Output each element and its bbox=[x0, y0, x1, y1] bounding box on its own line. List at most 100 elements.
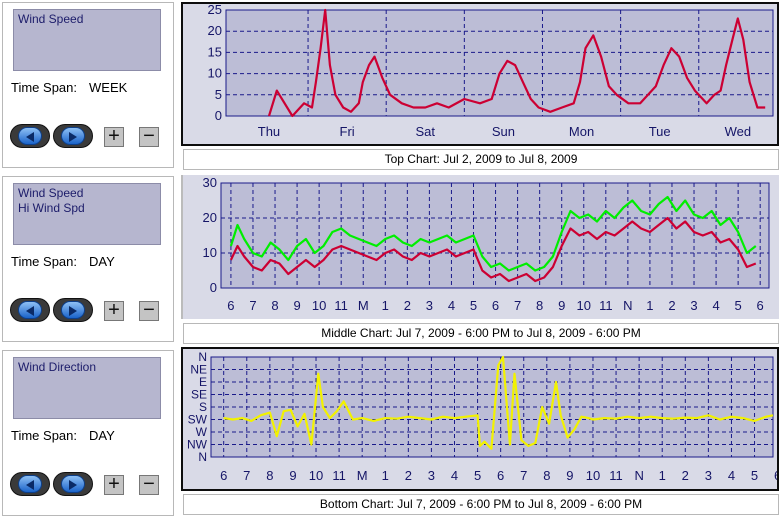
x-tick-label: 11 bbox=[599, 298, 613, 313]
x-tick-label: 11 bbox=[334, 298, 348, 313]
x-tick-label: 7 bbox=[249, 298, 256, 313]
x-tick-label: 3 bbox=[428, 468, 435, 483]
middle-legend: Wind Speed Hi Wind Spd bbox=[13, 183, 161, 245]
x-tick-label: 10 bbox=[586, 468, 600, 483]
x-tick-label: Thu bbox=[258, 124, 280, 139]
time-span: Time Span: DAY bbox=[11, 428, 115, 443]
y-tick-label: N bbox=[198, 450, 207, 464]
x-tick-label: 6 bbox=[774, 468, 777, 483]
zoom-out-button[interactable]: − bbox=[139, 474, 159, 495]
time-span-label: Time Span: bbox=[11, 254, 77, 269]
zoom-in-button[interactable]: + bbox=[104, 474, 124, 495]
plot-area bbox=[220, 182, 770, 289]
time-span-label: Time Span: bbox=[11, 80, 77, 95]
x-tick-label: 6 bbox=[757, 298, 764, 313]
bottom-chart[interactable]: N NW W SW S SE E NE N 6 7 8 9 10 11 M 1 2 3 4 5 6 7 8 9 10 11 N 1 2 3 4… bbox=[181, 347, 779, 491]
y-tick-label: 10 bbox=[208, 66, 222, 81]
x-tick-label: 4 bbox=[728, 468, 735, 483]
time-span-value[interactable]: DAY bbox=[89, 428, 115, 443]
y-tick-label: 20 bbox=[208, 23, 222, 38]
x-tick-label: 4 bbox=[451, 468, 458, 483]
y-tick-label: E bbox=[199, 375, 207, 389]
bottom-chart-caption: Bottom Chart: Jul 7, 2009 - 6:00 PM to J… bbox=[183, 494, 779, 515]
time-span-value[interactable]: WEEK bbox=[89, 80, 128, 95]
x-tick-label: 5 bbox=[470, 298, 477, 313]
left-arrow-icon bbox=[18, 475, 42, 493]
x-tick-label: 6 bbox=[497, 468, 504, 483]
x-tick-label: 2 bbox=[682, 468, 689, 483]
bottom-legend: Wind Direction bbox=[13, 357, 161, 419]
back-button[interactable] bbox=[10, 472, 50, 496]
zoom-out-button[interactable]: − bbox=[139, 126, 159, 147]
zoom-in-button[interactable]: + bbox=[104, 126, 124, 147]
legend-item: Wind Speed bbox=[18, 186, 84, 200]
zoom-out-button[interactable]: − bbox=[139, 300, 159, 321]
y-tick-label: 30 bbox=[203, 175, 217, 190]
x-tick-label: 3 bbox=[426, 298, 433, 313]
time-span-value[interactable]: DAY bbox=[89, 254, 115, 269]
y-tick-label: N bbox=[198, 350, 207, 364]
middle-panel-controls: Wind Speed Hi Wind Spd Time Span: DAY + − bbox=[2, 176, 174, 342]
y-tick-label: 20 bbox=[203, 210, 217, 225]
x-tick-label: 6 bbox=[492, 298, 499, 313]
forward-button[interactable] bbox=[53, 472, 93, 496]
back-button[interactable] bbox=[10, 124, 50, 148]
x-tick-label: 3 bbox=[705, 468, 712, 483]
legend-item: Hi Wind Spd bbox=[18, 201, 85, 215]
top-chart[interactable]: 0 5 10 15 20 25 Thu Fri Sat Sun Mon Tue Wed bbox=[181, 2, 779, 146]
top-legend: Wind Speed bbox=[13, 9, 161, 71]
x-tick-label: 2 bbox=[404, 298, 411, 313]
x-tick-label: 1 bbox=[646, 298, 653, 313]
y-tick-label: 25 bbox=[208, 4, 222, 17]
x-tick-label: Fri bbox=[340, 124, 355, 139]
series-line bbox=[267, 8, 766, 118]
x-tick-label: 1 bbox=[659, 468, 666, 483]
x-tick-label: 5 bbox=[751, 468, 758, 483]
x-tick-label: 3 bbox=[690, 298, 697, 313]
time-span-label: Time Span: bbox=[11, 428, 77, 443]
x-tick-label: M bbox=[358, 298, 369, 313]
y-tick-label: 10 bbox=[203, 245, 217, 260]
y-tick-label: 5 bbox=[215, 87, 222, 102]
y-tick-label: SE bbox=[191, 388, 207, 402]
legend-item: Wind Speed bbox=[18, 12, 84, 26]
y-tick-label: NW bbox=[187, 438, 208, 452]
x-tick-label: 9 bbox=[289, 468, 296, 483]
x-tick-label: 8 bbox=[271, 298, 278, 313]
x-tick-label: N bbox=[634, 468, 643, 483]
x-tick-label: 4 bbox=[712, 298, 719, 313]
bottom-panel-controls: Wind Direction Time Span: DAY + − bbox=[2, 350, 174, 516]
time-span: Time Span: DAY bbox=[11, 254, 115, 269]
middle-chart[interactable]: 0 10 20 30 6 7 8 9 10 11 M 1 2 3 4 5 6 7 8 9 10 11 N 1 2 3 4 5 6 bbox=[181, 175, 779, 319]
x-tick-label: 11 bbox=[609, 468, 623, 483]
x-tick-label: 2 bbox=[668, 298, 675, 313]
x-tick-label: M bbox=[357, 468, 368, 483]
y-tick-label: S bbox=[199, 400, 207, 414]
x-tick-label: 8 bbox=[536, 298, 543, 313]
time-span: Time Span: WEEK bbox=[11, 80, 127, 95]
zoom-in-button[interactable]: + bbox=[104, 300, 124, 321]
x-tick-label: 9 bbox=[293, 298, 300, 313]
left-arrow-icon bbox=[18, 301, 42, 319]
forward-button[interactable] bbox=[53, 298, 93, 322]
x-tick-label: 1 bbox=[382, 468, 389, 483]
middle-chart-caption: Middle Chart: Jul 7, 2009 - 6:00 PM to J… bbox=[183, 323, 779, 344]
y-tick-label: NE bbox=[190, 363, 207, 377]
x-tick-label: 7 bbox=[514, 298, 521, 313]
back-button[interactable] bbox=[10, 298, 50, 322]
x-tick-label: 10 bbox=[577, 298, 591, 313]
x-tick-label: Sun bbox=[492, 124, 515, 139]
x-tick-label: Tue bbox=[649, 124, 671, 139]
x-tick-label: Wed bbox=[725, 124, 752, 139]
right-arrow-icon bbox=[61, 127, 85, 145]
x-tick-label: 5 bbox=[735, 298, 742, 313]
y-tick-label: W bbox=[196, 425, 208, 439]
x-tick-label: 7 bbox=[243, 468, 250, 483]
x-tick-label: Mon bbox=[569, 124, 594, 139]
x-tick-label: 5 bbox=[474, 468, 481, 483]
x-tick-label: Sat bbox=[416, 124, 436, 139]
forward-button[interactable] bbox=[53, 124, 93, 148]
y-tick-label: 15 bbox=[208, 44, 222, 59]
